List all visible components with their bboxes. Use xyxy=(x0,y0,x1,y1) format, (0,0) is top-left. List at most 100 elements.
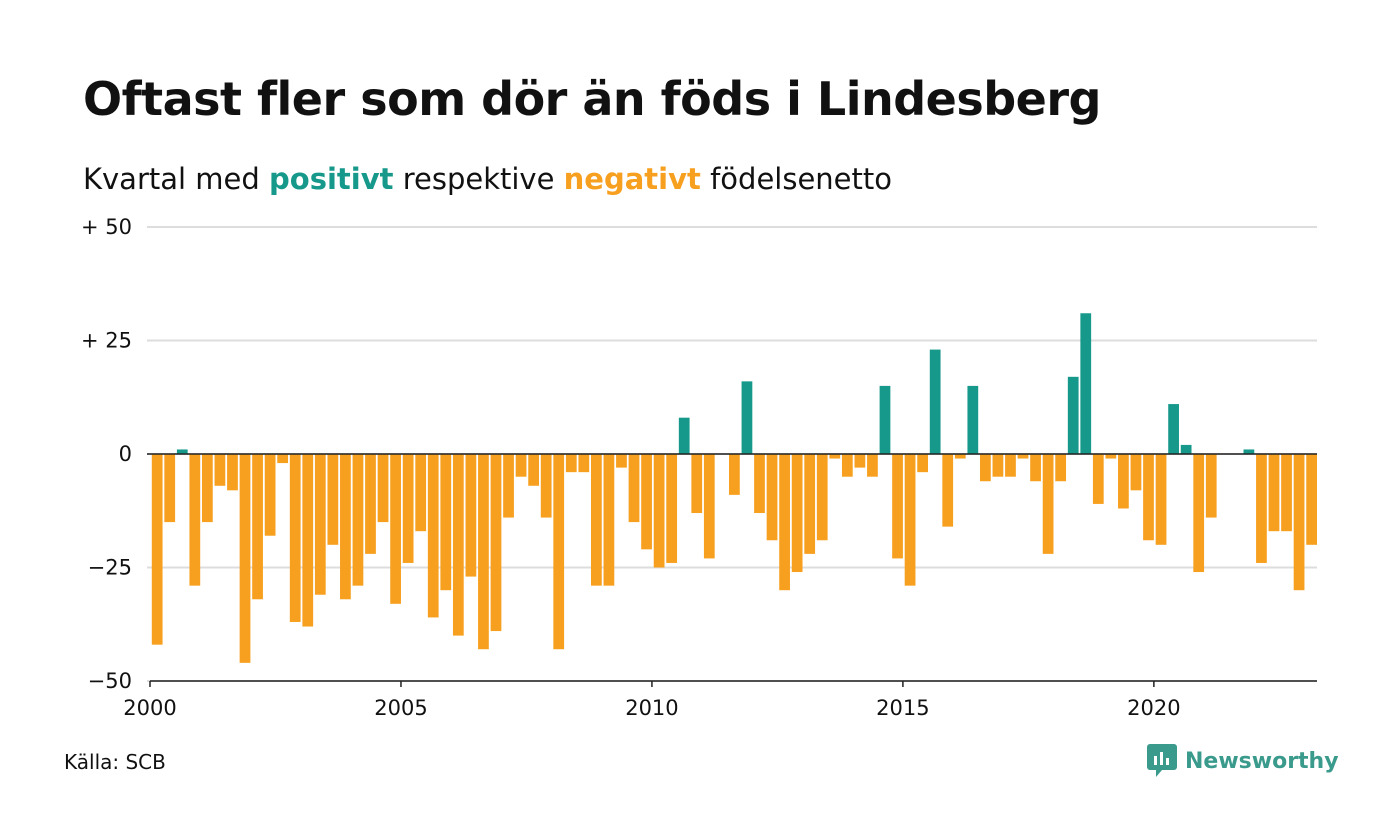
bar xyxy=(1293,454,1305,591)
y-tick-label: + 50 xyxy=(81,215,132,239)
bar xyxy=(1205,454,1217,518)
bar xyxy=(1155,454,1167,545)
bar xyxy=(779,454,790,591)
bar xyxy=(415,454,427,532)
bar xyxy=(1268,454,1280,532)
bar xyxy=(189,454,201,586)
bar xyxy=(1193,454,1205,573)
bars xyxy=(147,313,1317,682)
bar xyxy=(867,454,878,477)
bar xyxy=(1168,404,1179,454)
subtitle-after: födelsenetto xyxy=(710,162,892,196)
bar xyxy=(352,454,364,586)
bar xyxy=(879,385,891,454)
bar xyxy=(151,454,163,645)
bar xyxy=(929,349,941,454)
bar xyxy=(942,454,954,527)
bar xyxy=(653,454,665,568)
bar xyxy=(289,454,301,622)
brand-logo: Newsworthy xyxy=(1147,744,1339,778)
bar xyxy=(1256,454,1267,563)
bar xyxy=(302,454,314,627)
bar xyxy=(1017,454,1029,459)
bar xyxy=(854,454,866,468)
subtitle-negative-word: negativt xyxy=(563,162,701,196)
bar xyxy=(641,454,652,550)
bar xyxy=(1080,313,1092,454)
bar xyxy=(176,449,188,454)
bar xyxy=(628,454,640,523)
bar xyxy=(214,454,226,486)
bar xyxy=(1055,454,1067,482)
bar xyxy=(1105,454,1117,459)
bar xyxy=(729,454,740,495)
x-tick-label: 2010 xyxy=(625,696,678,720)
bar xyxy=(340,454,351,600)
bar xyxy=(565,454,577,473)
bar xyxy=(703,454,715,559)
x-tick-label: 2015 xyxy=(876,696,929,720)
y-axis-ticks: + 50 + 25 0 −25 −50 xyxy=(81,215,132,693)
bar xyxy=(1243,449,1255,454)
bar xyxy=(553,454,565,650)
chart-title: Oftast fler som dör än föds i Lindesberg xyxy=(83,72,1101,126)
bar xyxy=(164,454,176,523)
bar xyxy=(841,454,853,477)
x-tick-label: 2020 xyxy=(1127,696,1180,720)
bar xyxy=(892,454,903,559)
bar xyxy=(452,454,464,636)
bar xyxy=(666,454,678,563)
bar xyxy=(377,454,389,523)
bar xyxy=(1030,454,1041,482)
bar xyxy=(264,454,276,536)
bar xyxy=(390,454,401,604)
source-note: Källa: SCB xyxy=(64,750,166,774)
bar xyxy=(917,454,928,473)
bar xyxy=(540,454,552,518)
bar xyxy=(327,454,339,545)
bar xyxy=(816,454,828,541)
bar xyxy=(1042,454,1054,554)
subtitle-middle: respektive xyxy=(402,162,555,196)
bar xyxy=(741,381,753,454)
bar xyxy=(1281,454,1292,532)
subtitle-positive-word: positivt xyxy=(269,162,394,196)
chart-subtitle: Kvartal med positivt respektive negativt… xyxy=(83,162,892,196)
bar xyxy=(904,454,916,586)
bar xyxy=(528,454,539,486)
bar xyxy=(239,454,251,663)
y-tick-label: −25 xyxy=(88,556,132,580)
bar xyxy=(590,454,602,586)
x-tick-label: 2000 xyxy=(123,696,176,720)
bar xyxy=(1092,454,1104,504)
bar xyxy=(402,454,414,563)
subtitle-before: Kvartal med xyxy=(83,162,260,196)
bar xyxy=(979,454,991,482)
bar xyxy=(804,454,816,554)
y-tick-label: 0 xyxy=(119,442,132,466)
bar xyxy=(277,454,289,464)
bar xyxy=(691,454,703,514)
x-axis-ticks: 2000 2005 2010 2015 2020 xyxy=(123,681,1181,720)
bar xyxy=(766,454,778,541)
bar xyxy=(490,454,502,632)
bar xyxy=(967,385,979,454)
bar xyxy=(791,454,803,573)
newsworthy-icon xyxy=(1147,744,1177,777)
bar xyxy=(465,454,477,577)
bar xyxy=(616,454,627,468)
bar xyxy=(603,454,615,586)
bar xyxy=(478,454,489,650)
bar xyxy=(678,417,690,454)
bar xyxy=(440,454,452,591)
bar xyxy=(503,454,514,518)
bar xyxy=(1118,454,1129,509)
bar xyxy=(1067,376,1079,454)
bar xyxy=(427,454,439,618)
bar xyxy=(227,454,238,491)
bar xyxy=(1005,454,1016,477)
x-tick-label: 2005 xyxy=(374,696,427,720)
bar xyxy=(365,454,376,554)
y-tick-label: + 25 xyxy=(81,329,132,353)
